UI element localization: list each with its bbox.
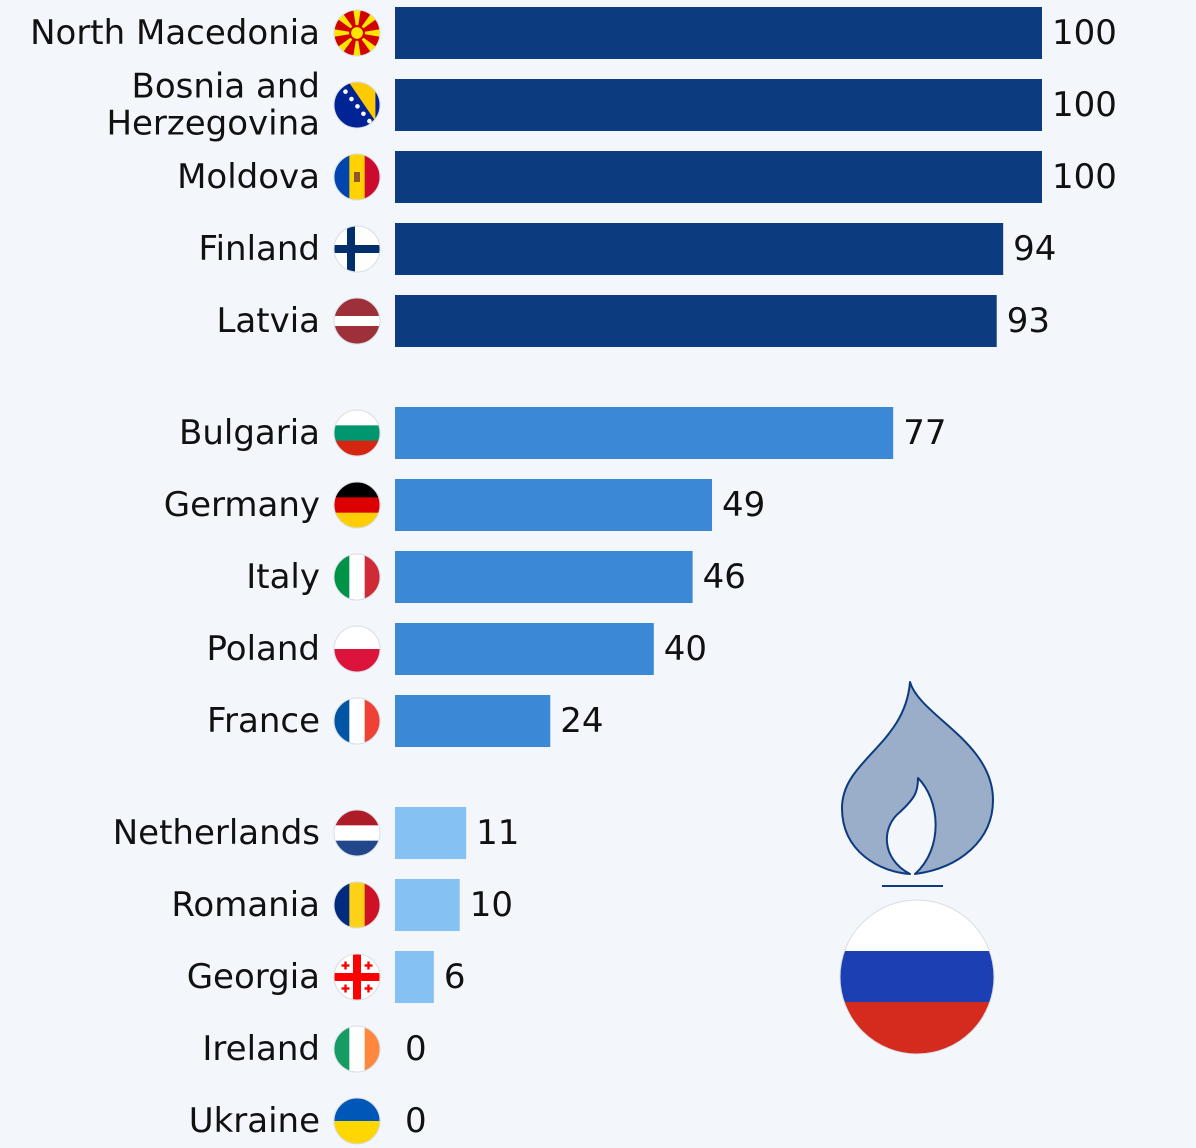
category-label-romania: Romania <box>171 885 320 925</box>
value-label-ireland: 0 <box>405 1029 427 1069</box>
romania-flag <box>333 881 381 929</box>
bar-georgia <box>395 951 434 1003</box>
category-label-north-macedonia: North Macedonia <box>30 13 320 53</box>
value-label-north-macedonia: 100 <box>1052 13 1117 53</box>
flags-layer <box>333 9 381 1145</box>
ukraine-flag <box>333 1097 381 1145</box>
netherlands-flag <box>333 809 381 857</box>
value-label-romania: 10 <box>470 885 513 925</box>
bar-france <box>395 695 551 747</box>
bosnia-flag <box>333 81 381 129</box>
category-label-moldova: Moldova <box>177 157 320 197</box>
bulgaria-flag <box>333 409 381 457</box>
bar-poland <box>395 623 654 675</box>
france-flag <box>333 697 381 745</box>
category-label-ireland: Ireland <box>202 1029 320 1069</box>
poland-flag <box>333 625 381 673</box>
value-label-germany: 49 <box>722 485 765 525</box>
category-label-georgia: Georgia <box>187 957 320 997</box>
category-label-bulgaria: Bulgaria <box>179 413 320 453</box>
bar-north-macedonia <box>395 7 1042 59</box>
bar-italy <box>395 551 693 603</box>
bar-latvia <box>395 295 997 347</box>
category-label-bosnia-and-herzegovina: Bosnia and Herzegovina <box>106 67 320 144</box>
finland-flag <box>333 225 381 273</box>
category-label-finland: Finland <box>199 229 321 269</box>
category-label-netherlands: Netherlands <box>113 813 320 853</box>
italy-flag <box>333 553 381 601</box>
value-label-latvia: 93 <box>1007 301 1050 341</box>
bar-bulgaria <box>395 407 894 459</box>
value-label-finland: 94 <box>1013 229 1056 269</box>
bar-germany <box>395 479 713 531</box>
value-label-italy: 46 <box>703 557 746 597</box>
value-label-netherlands: 11 <box>476 813 519 853</box>
category-label-italy: Italy <box>246 557 320 597</box>
russia-flag <box>839 899 995 1055</box>
bar-romania <box>395 879 460 931</box>
value-label-ukraine: 0 <box>405 1101 427 1141</box>
value-label-france: 24 <box>560 701 603 741</box>
category-label-france: France <box>207 701 320 741</box>
ireland-flag <box>333 1025 381 1073</box>
value-label-bosnia-and-herzegovina: 100 <box>1052 85 1117 125</box>
value-label-bulgaria: 77 <box>903 413 946 453</box>
north-macedonia-flag <box>333 9 381 57</box>
bar-finland <box>395 223 1004 275</box>
latvia-flag <box>333 297 381 345</box>
georgia-flag <box>333 953 381 1001</box>
bar-moldova <box>395 151 1042 203</box>
moldova-flag <box>333 153 381 201</box>
category-label-poland: Poland <box>206 629 320 669</box>
value-label-georgia: 6 <box>444 957 466 997</box>
category-label-germany: Germany <box>164 485 320 525</box>
value-label-moldova: 100 <box>1052 157 1117 197</box>
value-label-poland: 40 <box>664 629 707 669</box>
bar-netherlands <box>395 807 467 859</box>
germany-flag <box>333 481 381 529</box>
category-label-ukraine: Ukraine <box>189 1101 320 1141</box>
bar-bosnia-and-herzegovina <box>395 79 1042 131</box>
category-label-latvia: Latvia <box>216 301 320 341</box>
bars-layer <box>395 7 1042 1003</box>
gas-flame-icon <box>841 681 994 887</box>
